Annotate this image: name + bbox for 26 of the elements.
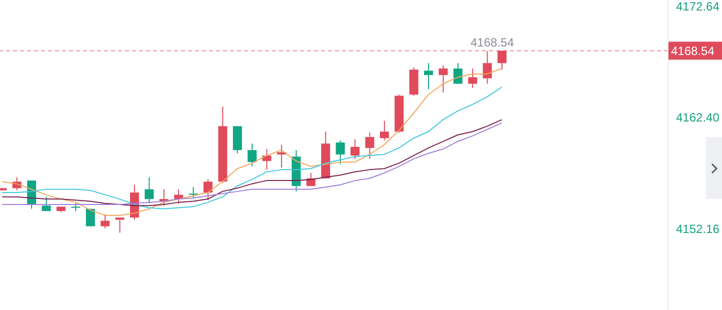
candlestick (100, 214, 110, 229)
candlestick (262, 148, 272, 170)
y-tick-label: 4172.64 (676, 0, 720, 14)
candlestick (365, 132, 374, 160)
candlestick (188, 186, 198, 198)
candlestick (204, 178, 213, 201)
y-tick-label: 4162.40 (676, 110, 720, 125)
ref-line-label: 4168.54 (671, 44, 715, 58)
candlestick (468, 68, 478, 89)
candlestick (453, 62, 462, 84)
candlestick (380, 120, 389, 141)
candlestick (115, 217, 124, 234)
candlestick (174, 188, 184, 204)
candlestick (498, 50, 507, 70)
line-series (2, 86, 502, 210)
candlestick (350, 138, 360, 160)
candlestick (144, 176, 154, 204)
y-tick-label: 4152.16 (676, 222, 720, 236)
candlestick (232, 126, 242, 154)
candlestick (42, 196, 51, 212)
candlestick (248, 143, 257, 167)
candlestick (336, 140, 345, 165)
candlestick (424, 62, 434, 90)
candlestick (482, 50, 492, 84)
annotation: 4168.54 (470, 36, 514, 50)
candlestick (438, 64, 448, 93)
